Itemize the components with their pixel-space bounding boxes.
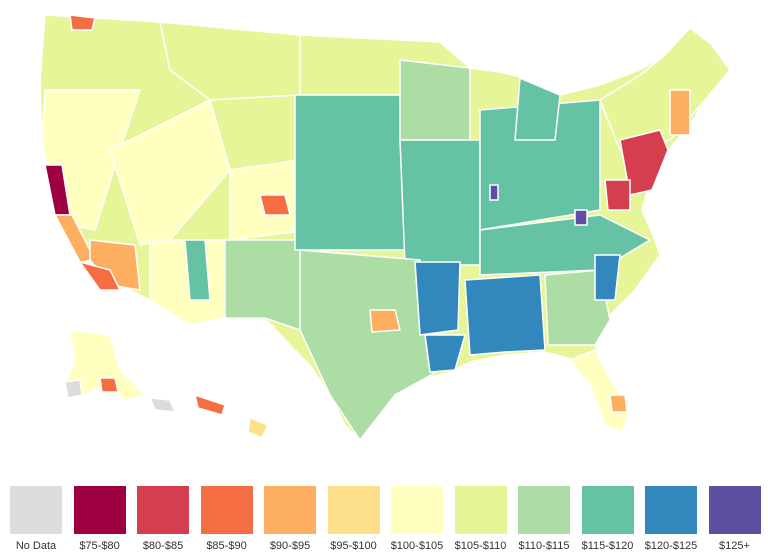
legend-item: $80-$85 — [135, 486, 191, 552]
region — [599, 26, 731, 151]
legend-item: $100-$105 — [389, 486, 445, 552]
legend-label: $100-$105 — [390, 540, 444, 552]
region — [399, 59, 471, 141]
legend-label: $85-$90 — [206, 540, 247, 552]
legend-item: $75-$80 — [72, 486, 128, 552]
legend-label: No Data — [15, 540, 57, 552]
region — [568, 349, 631, 433]
legend-label: $120-$125 — [644, 540, 698, 552]
region — [609, 394, 628, 413]
region — [224, 239, 311, 332]
legend-swatch — [518, 486, 570, 534]
legend-swatch — [200, 486, 253, 534]
region — [574, 209, 588, 226]
legend: No Data $75-$80 $80-$85 $85-$90 $90-$95 $95-$… — [0, 486, 768, 555]
choropleth-map — [39, 14, 731, 442]
legend-swatch — [137, 486, 189, 534]
legend-item: No Data — [8, 486, 64, 552]
region — [479, 99, 601, 231]
legend-swatch — [327, 486, 380, 534]
legend-swatch — [581, 486, 634, 534]
legend-item: $95-$100 — [326, 486, 382, 552]
legend-swatch — [73, 486, 126, 534]
legend-swatch — [708, 486, 761, 534]
region — [78, 260, 122, 291]
region — [159, 21, 301, 101]
legend-item: $110-$115 — [516, 486, 572, 552]
region — [414, 261, 461, 336]
legend-item: $120-$125 — [643, 486, 699, 552]
region — [594, 254, 621, 301]
legend-label: $125+ — [719, 540, 750, 552]
legend-swatch — [454, 486, 507, 534]
legend-label: $90-$95 — [269, 540, 311, 552]
legend-swatch — [645, 486, 697, 534]
legend-label: $75-$80 — [79, 540, 120, 552]
legend-item: $85-$90 — [199, 486, 255, 552]
legend-label: $95-$100 — [330, 540, 377, 552]
hawaii-region — [193, 393, 226, 416]
region — [464, 274, 546, 356]
region — [604, 179, 631, 211]
region — [399, 139, 481, 266]
legend-label: $105-$110 — [454, 540, 507, 552]
region — [544, 269, 611, 346]
legend-item: $115-$120 — [580, 486, 636, 552]
legend-item: $125+ — [707, 486, 763, 552]
region — [369, 309, 401, 333]
region — [109, 98, 231, 246]
legend-item: $105-$110 — [453, 486, 509, 552]
alaska-no-data — [64, 379, 83, 399]
region — [514, 76, 561, 141]
region — [184, 239, 211, 301]
region — [489, 184, 499, 201]
legend-label: $110-$115 — [518, 540, 570, 552]
region — [89, 239, 141, 291]
alaska-region — [99, 377, 119, 393]
legend-label: $80-$85 — [142, 540, 184, 552]
region — [69, 14, 96, 31]
region — [424, 334, 466, 373]
legend-swatch — [391, 486, 443, 534]
legend-label: $115-$120 — [581, 540, 634, 552]
region — [259, 194, 291, 216]
hawaii-region — [247, 416, 270, 439]
region — [669, 89, 691, 136]
legend-item: $90-$95 — [262, 486, 318, 552]
legend-swatch — [10, 486, 62, 534]
hawaii-no-data — [148, 397, 177, 413]
region — [294, 94, 406, 251]
legend-swatch — [264, 486, 316, 534]
